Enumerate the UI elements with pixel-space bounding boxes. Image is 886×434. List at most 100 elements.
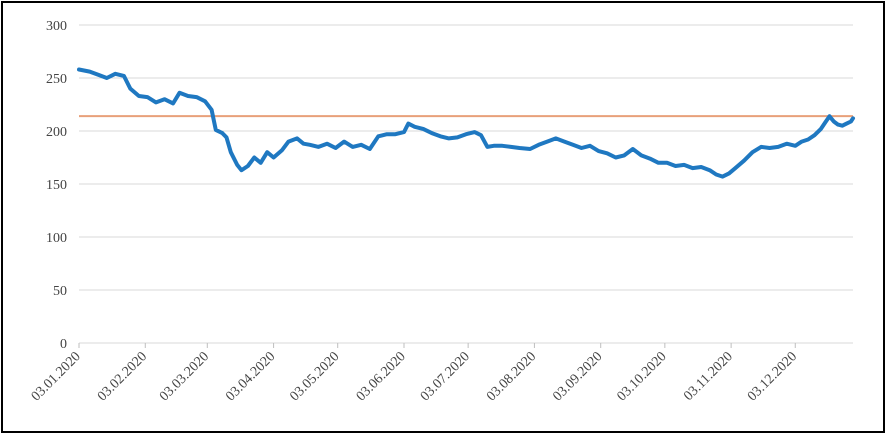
data-point [509,145,513,149]
x-tick-label: 03.02.2020 [95,349,150,404]
data-point [727,171,731,175]
x-tick-label: 03.10.2020 [615,349,670,404]
data-point [171,101,175,105]
data-point [492,144,496,148]
data-point [210,108,214,112]
data-point [622,153,626,157]
data-point [785,142,789,146]
data-point [224,135,229,139]
data-point [88,70,92,74]
data-point [286,140,291,144]
data-point [776,145,780,149]
data-point [421,127,425,131]
data-point [517,146,522,150]
x-tick-label: 03.01.2020 [29,349,84,404]
series-layer [77,67,855,179]
data-point [229,150,233,154]
data-point [455,135,459,139]
data-point [203,99,207,103]
data-point [845,122,849,126]
data-point [235,163,239,167]
y-tick-label: 0 [60,337,67,352]
data-point [545,140,549,144]
data-point [122,74,126,78]
data-point [246,164,250,168]
data-point [385,132,389,136]
y-tick-label: 150 [46,178,67,193]
data-point [800,140,804,144]
data-point [295,136,299,140]
data-point [579,146,584,150]
data-point [438,134,442,138]
data-point [656,161,661,165]
data-point [342,140,346,144]
x-tick-label: 03.12.2020 [745,349,800,404]
data-point [571,143,575,147]
data-point [714,172,718,177]
data-point [113,72,117,76]
data-point [631,147,635,151]
data-point [554,136,558,140]
data-point [665,161,669,165]
data-point [699,165,703,169]
data-point [162,97,167,101]
data-point [639,153,643,157]
data-point [759,145,763,149]
data-point [742,159,746,163]
data-point [301,142,306,146]
data-point [77,67,81,72]
data-point [836,123,840,127]
y-tick-label: 300 [46,19,67,34]
data-point [473,130,477,134]
data-point [682,163,686,167]
data-point [588,144,592,148]
data-point [154,100,158,104]
x-tick-label: 03.04.2020 [223,349,278,404]
data-point [393,132,397,136]
data-point [819,127,823,131]
data-point [485,145,489,149]
data-point [806,137,810,142]
data-point [827,114,832,118]
data-point [280,148,284,152]
data-point [430,131,434,135]
data-point [186,94,190,98]
data-point [406,122,410,126]
data-point [733,166,738,170]
data-point [849,119,853,124]
data-point [750,150,755,154]
data-point [840,124,844,128]
data-point [673,164,678,168]
data-point [265,150,269,154]
data-point [851,116,855,120]
y-tick-label: 250 [46,72,67,87]
data-point [96,73,100,77]
data-point [402,130,406,134]
data-point [195,95,199,99]
x-tick-label: 03.07.2020 [418,349,473,404]
data-point [272,155,276,160]
data-point [537,143,541,147]
data-point [812,133,817,137]
data-point [464,132,468,136]
data-point [500,144,504,148]
data-point [648,157,652,161]
data-point [413,125,417,129]
data-point [793,144,797,148]
x-axis: 03.01.2020 03.02.2020 03.03.2020 03.04.2020… [29,343,800,404]
data-point [351,145,355,149]
data-point [691,166,695,170]
data-point [137,94,141,98]
y-tick-label: 50 [53,284,67,299]
data-point [214,128,218,132]
data-point [479,133,483,137]
gridlines [79,24,853,344]
y-tick-label: 100 [46,231,67,246]
data-point [368,147,372,151]
data-point [177,91,182,95]
data-point [105,76,109,80]
series-line [77,67,855,179]
data-point [605,151,609,155]
x-tick-label: 03.05.2020 [287,349,342,404]
